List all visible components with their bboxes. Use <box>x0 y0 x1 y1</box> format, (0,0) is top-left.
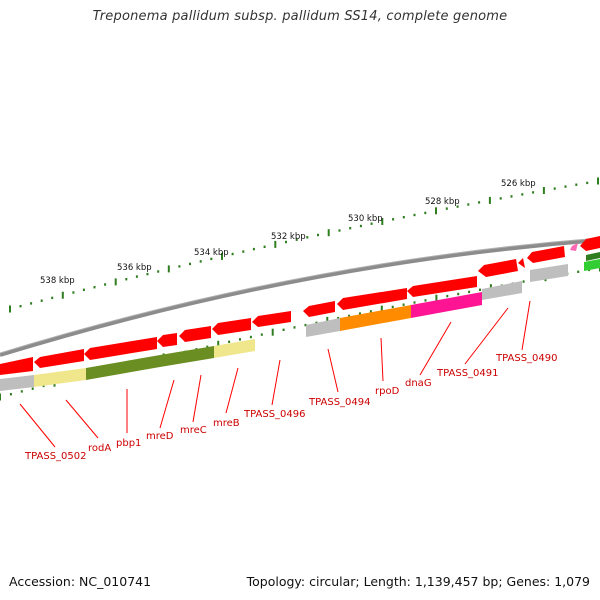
gene-label-tpass-0502: TPASS_0502 <box>24 451 86 462</box>
band-gray-3 <box>482 281 522 300</box>
gene-arrow-fwd-13 <box>527 246 565 263</box>
gene-label-rpod: rpoD <box>375 386 400 397</box>
accession-label: Accession: NC_010741 <box>9 574 152 589</box>
gene-arrow-fwd-9 <box>337 288 407 310</box>
band-green-1 <box>586 252 600 261</box>
kbp-scale-labels: 538 kbp 536 kbp 534 kbp 532 kbp 530 kbp … <box>40 179 536 286</box>
gene-label-leader-lines <box>19 300 531 448</box>
leader-line-tpass-0491 <box>464 307 509 365</box>
gene-arrow-fwd-7 <box>252 311 291 327</box>
gene-arrow-fwd-11 <box>478 259 518 277</box>
topology-summary: Topology: circular; Length: 1,139,457 bp… <box>246 574 590 589</box>
kbp-label-526: 526 kbp <box>501 179 536 189</box>
gene-arrow-fwd-10 <box>407 276 477 297</box>
gene-arrow-fwd-14 <box>570 243 578 251</box>
band-olive-2 <box>160 346 214 367</box>
band-gray-4 <box>530 264 568 282</box>
gene-label-tpass-0490: TPASS_0490 <box>495 353 557 364</box>
gene-arrow-fwd-2 <box>34 349 84 368</box>
gene-arrow-fwd-15 <box>580 236 600 251</box>
gene-label-tpass-0496: TPASS_0496 <box>243 409 305 420</box>
gene-label-mred: mreD <box>146 431 174 442</box>
gene-arrow-fwd-6 <box>212 318 251 335</box>
gene-labels: TPASS_0502 rodA pbp1 mreD mreC mreB TPAS… <box>24 353 557 462</box>
band-magenta <box>411 292 482 318</box>
gene-arrow-fwd-5 <box>179 326 211 342</box>
gene-label-pbp1: pbp1 <box>116 438 141 449</box>
kbp-label-534: 534 kbp <box>194 248 229 258</box>
band-gray-2 <box>306 318 340 337</box>
kbp-label-530: 530 kbp <box>348 214 383 224</box>
leader-line-tpass-0494 <box>327 348 339 393</box>
leader-line-rpod <box>380 337 384 382</box>
leader-line-dnag <box>419 321 452 376</box>
outer-ruler-ticks <box>9 177 599 313</box>
leader-line-mred <box>159 379 175 429</box>
gene-label-tpass-0491: TPASS_0491 <box>436 368 498 379</box>
band-khaki-1 <box>34 368 86 387</box>
leader-line-tpass-0490 <box>521 300 531 351</box>
leader-line-mrec <box>192 374 202 423</box>
gene-label-roda: rodA <box>88 443 111 454</box>
gene-arrow-fwd-4 <box>157 333 177 347</box>
gene-label-dnag: dnaG <box>405 378 432 389</box>
band-green-2 <box>584 259 600 271</box>
gene-arrow-fwd-12 <box>518 258 525 268</box>
band-orange <box>340 305 411 331</box>
forward-strand-genes <box>0 236 600 375</box>
kbp-label-536: 536 kbp <box>117 263 152 273</box>
gene-arrow-fwd-1 <box>0 357 33 375</box>
leader-line-tpass-0496 <box>271 359 281 406</box>
leader-line-roda <box>65 399 99 439</box>
map-title: Treponema pallidum subsp. pallidum SS14,… <box>92 9 508 24</box>
genome-backbone <box>0 238 600 357</box>
gene-label-mreb: mreB <box>213 418 240 429</box>
band-olive-1 <box>86 355 160 380</box>
kbp-label-538: 538 kbp <box>40 276 75 286</box>
kbp-label-532: 532 kbp <box>271 232 306 242</box>
genome-backbone-highlight <box>0 237 600 354</box>
feature-bands <box>0 252 600 391</box>
gene-label-tpass-0494: TPASS_0494 <box>308 397 370 408</box>
kbp-label-528: 528 kbp <box>425 197 460 207</box>
gene-arrow-fwd-3 <box>84 337 157 360</box>
band-khaki-2 <box>214 339 255 358</box>
leader-line-tpass-0502 <box>19 403 56 448</box>
gene-arrow-fwd-8 <box>303 301 335 317</box>
leader-line-mreb <box>225 367 239 414</box>
band-gray-1 <box>0 375 34 391</box>
gene-label-mrec: mreC <box>180 425 207 436</box>
